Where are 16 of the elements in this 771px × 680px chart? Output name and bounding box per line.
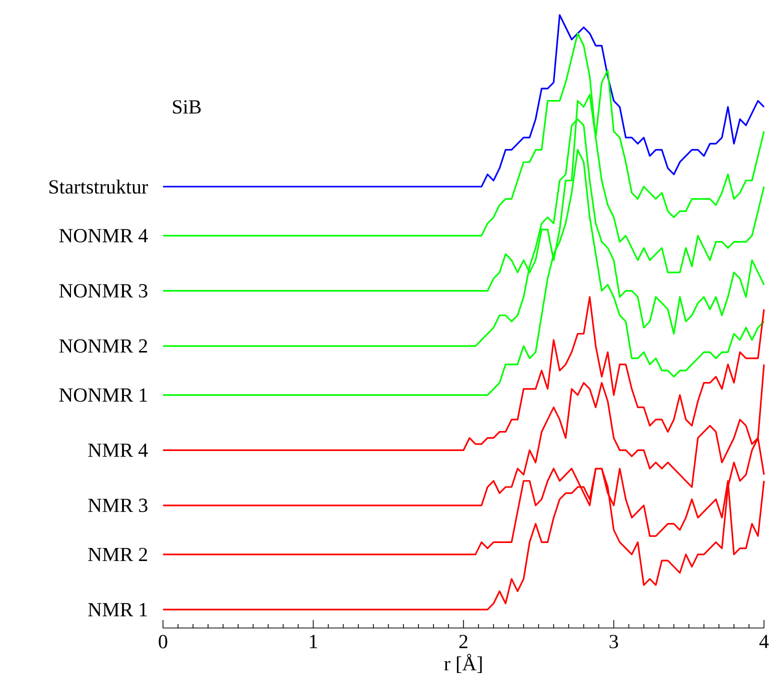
series-label: NMR 4: [88, 444, 148, 457]
series-label: NONMR 1: [59, 388, 147, 402]
series-label: NONMR 2: [59, 339, 148, 353]
x-tick-label: 0: [158, 634, 168, 648]
text: SiB: [173, 100, 201, 114]
x-tick-label: 4: [759, 634, 769, 648]
x-tick-label: 2: [459, 634, 468, 648]
series-label: NONMR 3: [59, 284, 148, 298]
series-label: NMR 2: [88, 548, 148, 562]
x-tick-label: 1: [310, 634, 318, 648]
x-axis-title: r [Å]: [444, 654, 482, 673]
series-label: NMR 3: [88, 498, 148, 512]
series-label: NMR 1: [88, 603, 147, 616]
series-label: NONMR 4: [59, 228, 148, 242]
x-tick-label: 3: [610, 634, 618, 648]
series-label: Startstruktur: [49, 180, 148, 194]
